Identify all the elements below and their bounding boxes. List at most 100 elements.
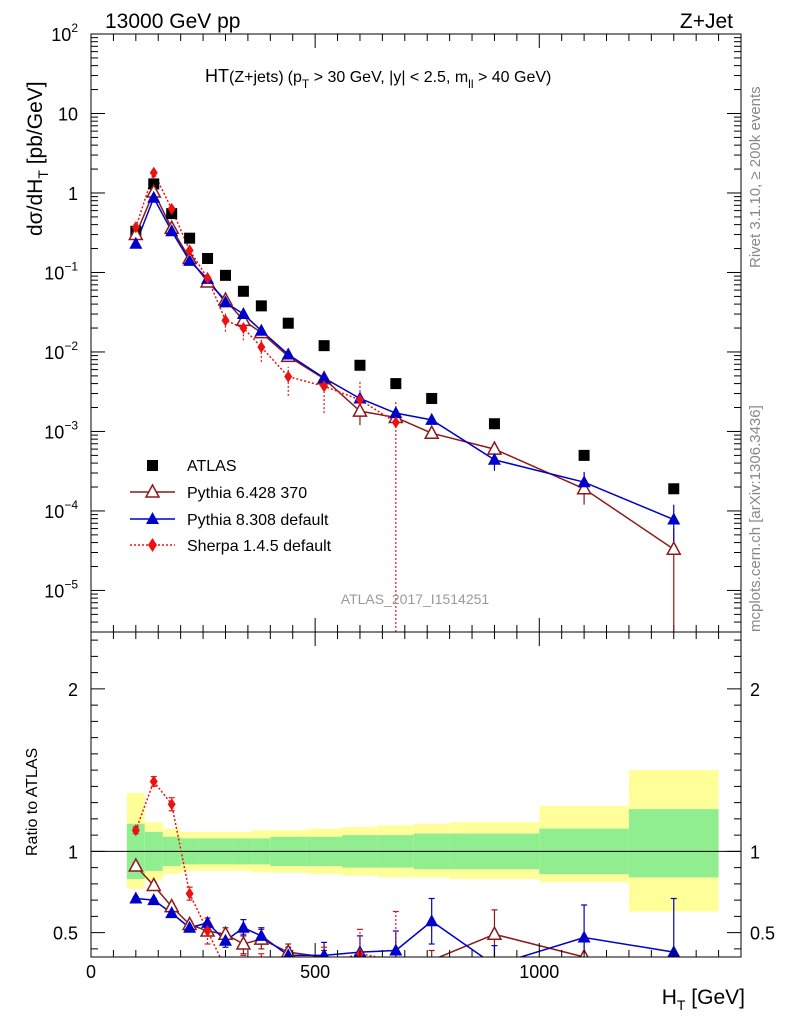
ylabel-part-a: dσ/dH (24, 179, 47, 236)
main-point-square (390, 378, 402, 390)
ratio-point-filled-triangle (577, 930, 591, 943)
ratio-y-tick-label-right: 2 (750, 680, 760, 700)
main-point-open-triangle (352, 402, 368, 417)
legend-label-sherpa: Sherpa 1.4.5 default (187, 538, 332, 555)
legend-marker-pythia8 (146, 512, 159, 524)
main-point-square (237, 285, 249, 297)
main-point-square (354, 359, 366, 371)
ratio-point-filled-triangle (218, 933, 232, 946)
title-cuts-c: > 40 GeV) (474, 69, 552, 86)
legend-label-pythia8: Pythia 8.308 default (187, 512, 329, 529)
tick-base: 10 (44, 422, 64, 442)
main-point-filled-triangle (254, 323, 268, 336)
main-y-tick-label: 1 (68, 184, 78, 204)
ratio-point-diamond (149, 775, 158, 788)
main-point-square (184, 232, 196, 244)
x-axis-label: HT [GeV] (662, 986, 745, 1013)
ratio-panel-frame (90, 631, 742, 958)
ratio-point-filled-triangle (236, 920, 250, 933)
ratio-axis-ticks (90, 632, 742, 957)
ratio-point-filled-triangle (425, 914, 439, 927)
main-point-filled-triangle (577, 475, 591, 488)
ratio-point-open-triangle (128, 857, 144, 872)
main-series-layer (128, 166, 682, 632)
tick-exponent: −4 (64, 498, 78, 512)
tick-exponent: −2 (64, 339, 78, 353)
main-point-square (219, 269, 231, 281)
xlabel-part-a: H (662, 986, 677, 1009)
ratio-point-filled-triangle (201, 915, 215, 928)
ratio-y-tick-label-right: 0.5 (750, 924, 775, 944)
main-point-square (255, 300, 267, 312)
main-y-tick-label: 10−5 (44, 577, 78, 601)
ratio-series-line-0 (135, 865, 587, 957)
main-point-filled-triangle (218, 295, 232, 308)
ratio-point-open-triangle (145, 876, 162, 892)
ratio-point-filled-triangle (183, 920, 197, 933)
ratio-point-open-triangle (235, 935, 252, 950)
main-point-diamond (167, 202, 176, 215)
tick-base: 10 (44, 343, 64, 363)
main-point-filled-triangle (425, 412, 439, 425)
main-point-diamond (203, 272, 212, 285)
mcplots-reference-label: mcplots.cern.ch [arXiv:1306.3436] (747, 405, 764, 632)
tick-base: 10 (44, 263, 64, 283)
ratio-y-tick-label: 0.5 (53, 924, 78, 944)
main-y-axis-label: dσ/dHT [pb/GeV] (24, 81, 51, 236)
main-point-filled-triangle (667, 512, 681, 525)
ratio-panel: 0.5 0.5 1 1 2 2 0 500 1000 Ratio to ATLAS HT [Ge… (24, 631, 775, 1013)
main-point-diamond (391, 416, 400, 429)
ylabel-part-b: [pb/GeV] (24, 81, 47, 170)
title-cuts-a: (p (288, 69, 302, 86)
legend: ATLAS Pythia 6.428 370 Pythia 8.308 defa… (130, 458, 332, 555)
main-point-filled-triangle (389, 406, 403, 419)
legend-label-atlas: ATLAS (187, 458, 237, 475)
main-point-diamond (149, 166, 158, 179)
main-plot-title: HT(Z+jets) (pT > 30 GeV, |y| < 2.5, mll >… (205, 66, 551, 91)
main-point-diamond (185, 244, 194, 257)
ratio-series-line-1 (135, 897, 674, 957)
main-point-square (426, 392, 438, 404)
title-main: HT (205, 66, 229, 86)
ratio-band-inner (628, 809, 719, 878)
ratio-y-tick-label-right: 1 (750, 842, 760, 862)
ratio-point-open-triangle (486, 925, 503, 940)
x-tick-label: 0 (86, 962, 96, 982)
main-point-square (488, 418, 500, 430)
main-point-square (202, 252, 214, 264)
ratio-point-filled-triangle (254, 928, 268, 941)
x-tick-label: 1000 (519, 962, 559, 982)
main-point-square (282, 317, 294, 329)
main-y-tick-label: 102 (51, 21, 78, 45)
x-tick-label: 500 (300, 962, 330, 982)
ratio-point-diamond (167, 798, 176, 811)
main-point-square (318, 340, 330, 352)
main-point-diamond (131, 221, 140, 234)
main-point-filled-triangle (129, 236, 143, 249)
main-point-filled-triangle (183, 253, 197, 266)
ratio-point-diamond (131, 824, 140, 837)
main-point-filled-triangle (236, 307, 250, 320)
main-y-tick-label: 10−2 (44, 339, 78, 363)
main-point-filled-triangle (165, 224, 179, 237)
title-m-sub: ll (468, 77, 473, 91)
main-series-line-2 (135, 196, 675, 521)
legend-marker-atlas (147, 460, 158, 471)
ratio-y-tick-label: 1 (68, 842, 78, 862)
tick-base: 10 (51, 25, 71, 45)
title-sub: (Z+jets) (229, 69, 284, 86)
tick-base: 10 (44, 502, 64, 522)
ratio-point-filled-triangle (129, 891, 143, 904)
main-point-diamond (257, 341, 266, 354)
ratio-point-filled-triangle (283, 948, 293, 957)
ratio-point-filled-triangle (389, 943, 403, 956)
main-axis-ticks (90, 33, 742, 633)
legend-marker-pythia6 (144, 483, 161, 498)
xlabel-sub: T (677, 997, 686, 1013)
main-y-tick-label: 10−4 (44, 498, 78, 522)
title-cuts-b: > 30 GeV, |y| < 2.5, m (309, 69, 468, 86)
main-point-open-triangle (576, 480, 592, 495)
main-point-diamond (355, 393, 364, 406)
